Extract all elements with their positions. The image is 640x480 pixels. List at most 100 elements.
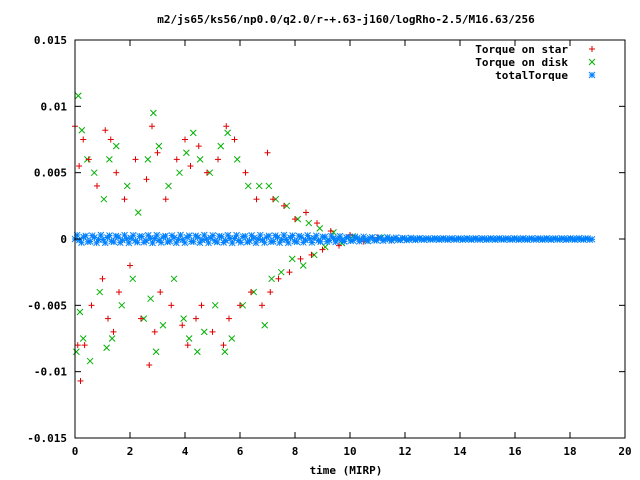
total-torque-point	[134, 238, 141, 246]
total-torque-point	[213, 238, 221, 246]
star-torque-point	[184, 342, 191, 349]
star-torque-point	[204, 169, 210, 176]
star-torque-point	[327, 228, 334, 235]
total-torque-point	[250, 234, 258, 242]
x-tick-label: 18	[563, 445, 576, 458]
y-tick-label: 0.015	[34, 34, 67, 47]
total-torque-point	[265, 232, 273, 240]
star-torque-point	[303, 209, 309, 216]
x-tick-label: 8	[292, 445, 299, 458]
star-torque-point	[94, 182, 100, 189]
disk-torque-point	[189, 129, 197, 137]
disk-torque-point	[108, 335, 116, 342]
star-torque-point	[267, 289, 274, 296]
star-torque-point	[275, 275, 282, 282]
star-torque-point	[107, 136, 114, 143]
star-torque-point	[226, 315, 232, 322]
disk-torque-point	[78, 126, 86, 134]
disk-torque-point	[90, 169, 98, 177]
total-torque-point	[252, 239, 260, 247]
x-tick-label: 12	[398, 445, 411, 458]
total-torque-point	[289, 232, 296, 239]
star-torque-point	[81, 342, 88, 349]
star-torque-point	[74, 342, 81, 349]
x-tick-label: 20	[618, 445, 631, 458]
star-torque-point	[105, 315, 111, 322]
legend-label: Torque on star	[475, 43, 568, 56]
star-torque-point	[281, 202, 287, 209]
disk-torque-point	[86, 357, 94, 365]
disk-torque-point	[261, 321, 269, 329]
star-torque-point	[264, 149, 271, 156]
star-torque-point	[187, 163, 194, 170]
star-torque-point	[215, 156, 221, 163]
x-tick-label: 10	[343, 445, 356, 458]
total-torque-point	[588, 235, 596, 243]
total-torque-point	[284, 239, 292, 247]
star-torque-point	[88, 302, 95, 309]
disk-torque-point	[244, 182, 252, 190]
total-torque-point	[101, 239, 109, 247]
total-torque-point	[297, 233, 305, 241]
total-torque-point	[256, 231, 264, 239]
disk-torque-point	[106, 156, 113, 163]
disk-torque-point	[118, 301, 126, 309]
disk-torque-point	[129, 275, 137, 283]
disk-torque-point	[155, 142, 163, 150]
total-torque-point	[261, 239, 268, 247]
disk-torque-point	[150, 109, 157, 117]
total-torque-point	[205, 239, 212, 247]
disk-torque-point	[96, 288, 104, 296]
disk-torque-point	[134, 209, 142, 216]
disk-torque-point	[144, 156, 152, 163]
disk-torque-point	[76, 308, 84, 316]
total-torque-point	[82, 232, 90, 240]
x-tick-label: 0	[72, 445, 79, 458]
star-torque-point	[308, 251, 315, 258]
star-torque-point	[168, 302, 175, 309]
star-torque-point	[154, 149, 161, 156]
star-torque-point	[198, 302, 205, 309]
disk-torque-point	[265, 182, 273, 190]
disk-torque-point	[159, 321, 167, 329]
disk-torque-point	[268, 275, 275, 283]
y-tick-label: -0.015	[27, 432, 67, 445]
disk-torque-point	[123, 182, 131, 190]
disk-torque-point	[316, 225, 324, 232]
legend-label: Torque on disk	[475, 56, 568, 69]
legend-marker	[589, 46, 595, 52]
star-torque-point	[99, 275, 106, 282]
disk-torque-point	[170, 275, 178, 283]
star-torque-point	[242, 169, 249, 176]
x-tick-label: 2	[127, 445, 134, 458]
star-torque-point	[143, 176, 150, 183]
star-torque-point	[253, 196, 260, 203]
star-torque-point	[85, 156, 92, 163]
legend-label: totalTorque	[495, 69, 568, 82]
disk-torque-point	[165, 182, 172, 190]
disk-torque-point	[196, 156, 204, 163]
x-axis-label: time (MIRP)	[310, 464, 383, 477]
total-torque-point	[162, 232, 169, 240]
total-torque-point	[237, 239, 245, 246]
star-torque-point	[113, 169, 120, 176]
star-torque-point	[116, 289, 122, 296]
disk-torque-point	[147, 295, 154, 303]
total-torque-point	[185, 232, 193, 239]
star-torque-point	[127, 262, 133, 269]
total-torque-point	[181, 239, 189, 247]
star-torque-point	[146, 362, 153, 369]
star-torque-point	[286, 269, 293, 276]
total-torque-point	[106, 232, 113, 239]
disk-torque-point	[228, 335, 236, 342]
disk-torque-point	[183, 149, 190, 157]
star-torque-point	[297, 255, 304, 262]
star-torque-point	[182, 136, 188, 143]
star-torque-point	[237, 302, 243, 309]
star-torque-point	[209, 328, 216, 335]
total-torque-point	[246, 237, 253, 245]
total-torque-point	[166, 237, 174, 245]
total-torque-point	[114, 233, 122, 241]
star-torque-point	[149, 123, 155, 130]
